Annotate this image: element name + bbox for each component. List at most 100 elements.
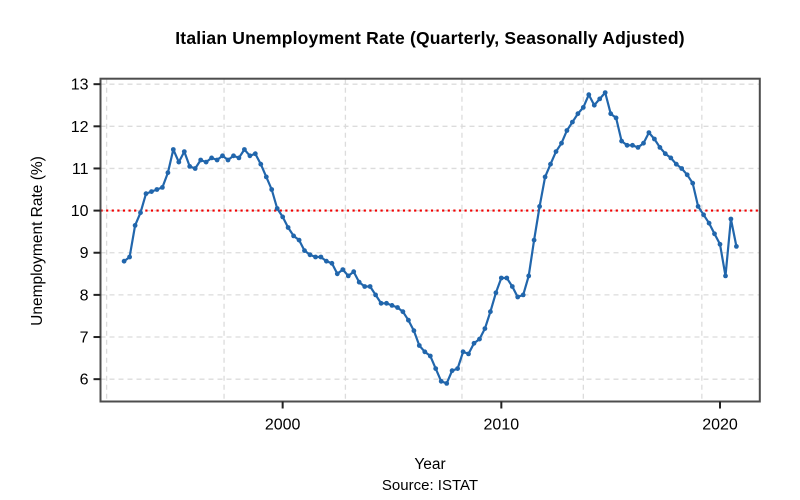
data-point (400, 309, 406, 315)
data-point (597, 96, 603, 102)
data-point (444, 381, 450, 386)
data-point (209, 155, 215, 161)
data-point (723, 273, 728, 279)
x-axis-tick-label: 2000 (265, 417, 301, 434)
data-point (242, 147, 247, 152)
data-point (258, 161, 264, 167)
data-point (192, 166, 198, 171)
data-point (482, 326, 488, 331)
data-point (509, 284, 515, 289)
y-axis-tick-label: 12 (71, 119, 89, 136)
data-point (181, 149, 187, 155)
data-point (334, 271, 340, 277)
data-point (493, 290, 499, 296)
data-point (668, 155, 674, 161)
data-point (274, 206, 280, 211)
data-point (160, 185, 165, 190)
data-point (591, 102, 597, 108)
data-point (236, 155, 242, 161)
y-axis-tick-labels: 6 7 8 9 10 11 12 13 (71, 77, 89, 389)
data-point (701, 212, 706, 218)
data-point (307, 252, 313, 258)
data-point (477, 336, 482, 342)
y-axis-tick-label: 11 (72, 161, 89, 178)
data-point (498, 275, 504, 281)
data-point (165, 170, 171, 176)
data-point (542, 174, 548, 180)
y-axis-ticks (93, 83, 101, 381)
data-point (121, 258, 127, 264)
data-point (575, 111, 581, 117)
data-point (220, 153, 225, 159)
data-point (389, 303, 395, 308)
data-point (427, 353, 433, 359)
data-point (630, 142, 635, 148)
data-point (384, 300, 389, 306)
data-point (586, 92, 592, 98)
data-point (504, 275, 510, 281)
data-point (526, 273, 532, 279)
data-point (373, 292, 378, 298)
data-point (695, 204, 701, 209)
data-point (466, 351, 471, 357)
data-point (433, 366, 439, 371)
data-point (176, 159, 182, 165)
data-point (285, 225, 291, 230)
data-point (149, 189, 154, 195)
data-point (367, 284, 373, 289)
data-point (734, 244, 739, 249)
data-point (406, 317, 411, 323)
y-axis-tick-label: 10 (71, 203, 89, 220)
data-point (154, 187, 160, 192)
data-point (460, 349, 466, 355)
data-point (378, 300, 384, 306)
data-point (351, 269, 357, 275)
y-axis-tick-label: 8 (80, 287, 89, 304)
data-point (728, 216, 734, 222)
data-point (291, 233, 296, 239)
data-point (411, 328, 417, 334)
data-point (132, 223, 138, 228)
data-point (717, 241, 723, 247)
data-point (225, 157, 231, 163)
data-point (416, 343, 422, 348)
data-point (657, 145, 663, 150)
data-point (515, 294, 521, 300)
data-point (488, 309, 493, 315)
chart-title: Italian Unemployment Rate (Quarterly, Se… (175, 28, 685, 48)
data-point (318, 254, 324, 260)
data-point (613, 115, 619, 121)
data-point (280, 214, 286, 220)
data-point (712, 231, 717, 237)
data-point (138, 210, 143, 216)
data-point (438, 378, 444, 384)
x-axis-tick-label: 2010 (484, 417, 520, 434)
data-point (580, 105, 586, 110)
data-point (203, 159, 209, 165)
data-point (471, 340, 477, 346)
data-point (170, 147, 176, 152)
x-axis-label: Year (414, 456, 446, 473)
data-point (455, 366, 460, 371)
data-point (340, 267, 346, 272)
data-point (608, 111, 614, 117)
data-point (329, 260, 335, 266)
data-point (269, 187, 275, 192)
data-point (214, 157, 220, 163)
data-point (263, 174, 269, 180)
x-axis-ticks (281, 401, 722, 409)
data-point (548, 161, 553, 167)
data-point (127, 254, 132, 260)
data-point (345, 273, 351, 279)
data-point (252, 151, 258, 157)
data-point (231, 153, 236, 159)
data-point (673, 161, 679, 167)
data-point (198, 157, 204, 163)
data-point (570, 119, 575, 125)
data-point (624, 142, 630, 148)
data-point (641, 140, 646, 146)
x-axis-tick-label: 2020 (702, 417, 738, 434)
data-point (395, 305, 400, 310)
